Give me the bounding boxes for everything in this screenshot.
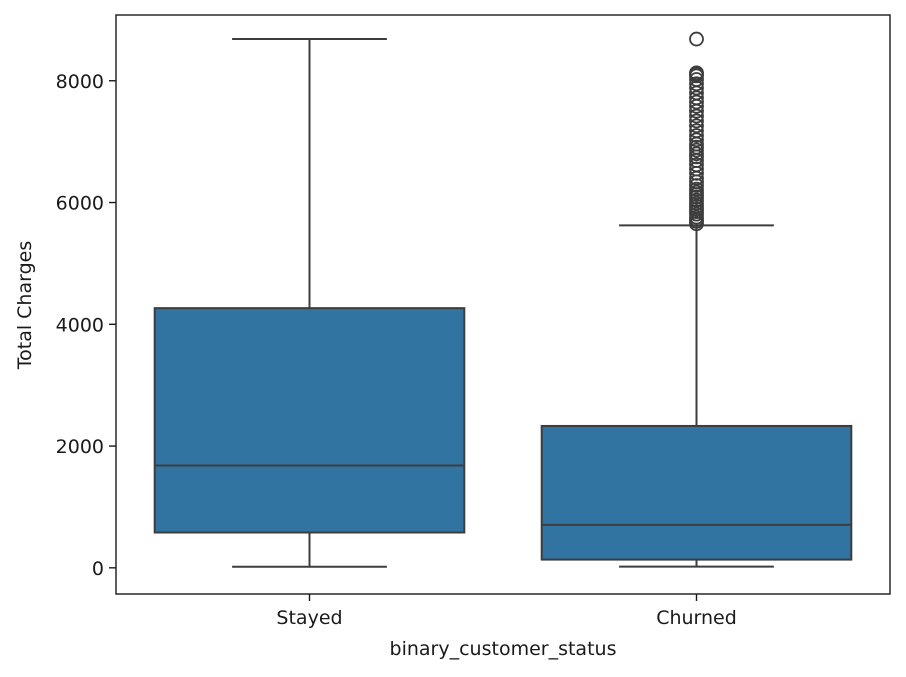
outlier-point	[689, 157, 704, 173]
box-group	[540, 31, 853, 568]
box-group	[153, 38, 466, 568]
outlier-point	[689, 65, 704, 81]
outlier-point	[689, 108, 704, 124]
box-iqr	[153, 307, 466, 534]
outlier-point	[689, 94, 704, 110]
y-tick-label: 4000	[56, 314, 104, 336]
outlier-point	[689, 72, 704, 87]
outlier-point	[689, 90, 704, 106]
outlier-point	[689, 76, 704, 92]
outlier-point	[689, 113, 704, 129]
plot-frame	[115, 14, 891, 595]
outlier-point	[689, 118, 704, 134]
axes-layer: Stayed Churned 0 2000 4000 6000 8000	[56, 71, 737, 629]
box-iqr	[540, 424, 853, 561]
y-tick-label: 0	[92, 558, 104, 580]
y-tick-label: 2000	[56, 436, 104, 458]
outlier-point	[689, 132, 704, 148]
x-tick-label: Churned	[656, 607, 737, 629]
y-tick-label: 6000	[56, 193, 104, 215]
outlier-point	[689, 128, 704, 143]
boxes-layer	[153, 31, 853, 568]
outlier-point	[689, 181, 704, 197]
x-axis-label: binary_customer_status	[390, 638, 617, 660]
x-tick-label: Stayed	[276, 607, 342, 629]
outlier-point	[689, 123, 704, 139]
y-tick-label: 8000	[56, 71, 104, 93]
outlier-point	[689, 31, 704, 47]
y-axis-label: Total Charges	[14, 241, 36, 371]
outlier-point	[689, 146, 704, 162]
